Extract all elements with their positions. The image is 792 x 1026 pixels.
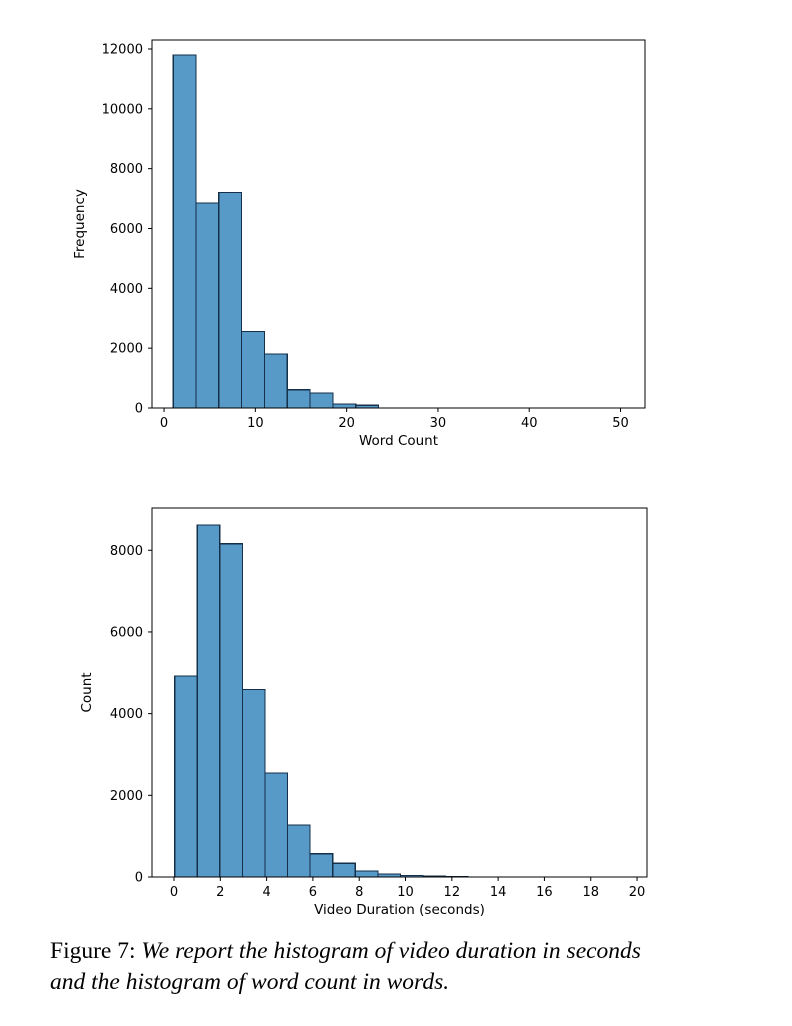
x-tick-label: 10 <box>397 885 414 900</box>
x-tick-label: 10 <box>247 416 264 431</box>
histogram-bar <box>332 403 357 409</box>
y-axis-label: Count <box>79 672 95 712</box>
y-tick-label: 0 <box>135 402 143 417</box>
y-tick-label: 6000 <box>110 625 143 640</box>
x-tick-label: 2 <box>216 885 224 900</box>
caption-line-1: Figure 7: We report the histogram of vid… <box>50 936 765 967</box>
x-tick-label: 4 <box>262 885 270 900</box>
y-tick-label: 12000 <box>102 42 143 57</box>
x-tick-label: 12 <box>444 885 461 900</box>
x-tick-label: 0 <box>160 416 168 431</box>
histogram-bar <box>309 392 334 409</box>
histogram-bar <box>286 824 311 878</box>
video-duration-histogram: 0 2 4 6 8 10 12 14 16 18 20 0 2000 4000 6000 8000 Video … <box>79 507 648 918</box>
histogram-bar <box>332 862 356 878</box>
y-tick-label: 8000 <box>110 544 143 559</box>
x-tick-label: 6 <box>309 885 317 900</box>
y-tick-label: 4000 <box>110 707 143 722</box>
caption-figure-label: Figure 7: <box>50 938 136 964</box>
x-axis-label: Word Count <box>359 433 438 449</box>
x-tick-label: 0 <box>170 885 178 900</box>
histogram-bar <box>309 853 334 878</box>
plot-border <box>151 39 646 409</box>
histogram-bar <box>241 330 266 409</box>
x-tick-label: 16 <box>536 885 553 900</box>
word-count-histogram: 0 10 20 30 40 50 0 2000 4000 6000 8000 10000 12000 Wo… <box>72 39 646 449</box>
histogram-bar <box>354 870 379 878</box>
y-tick-label: 0 <box>135 871 143 886</box>
histogram-bar <box>241 688 266 878</box>
x-tick-label: 40 <box>521 416 538 431</box>
histogram-bar <box>286 389 311 409</box>
histogram-bar <box>196 524 221 878</box>
caption-text-line1: We report the histogram of video duratio… <box>141 938 641 964</box>
x-tick-label: 50 <box>612 416 629 431</box>
histogram-bar <box>218 191 243 409</box>
y-tick-label: 8000 <box>110 162 143 177</box>
x-tick-label: 20 <box>629 885 646 900</box>
histogram-bar <box>263 353 288 409</box>
x-tick-label: 20 <box>338 416 355 431</box>
figure-canvas: 0 10 20 30 40 50020004000600080001000012000Wo… <box>72 39 648 918</box>
y-tick-label: 2000 <box>110 342 143 357</box>
x-tick-label: 8 <box>355 885 363 900</box>
y-tick-label: 4000 <box>110 282 143 297</box>
histogram-bar <box>195 202 220 409</box>
x-axis-label: Video Duration (seconds) <box>314 902 485 918</box>
x-tick-label: 30 <box>430 416 447 431</box>
y-tick-label: 2000 <box>110 789 143 804</box>
caption-text-line2: and the histogram of word count in words… <box>50 969 450 995</box>
plot-border <box>151 507 648 878</box>
histogram-bar <box>219 543 244 878</box>
x-tick-label: 14 <box>490 885 507 900</box>
y-axis-label: Frequency <box>72 189 88 259</box>
x-tick-label: 18 <box>582 885 599 900</box>
histogram-bar <box>264 772 289 878</box>
histogram-bar <box>174 675 198 878</box>
y-tick-label: 10000 <box>102 102 143 117</box>
figure-caption: Figure 7: We report the histogram of vid… <box>50 936 765 998</box>
y-tick-label: 6000 <box>110 222 143 237</box>
histogram-bar <box>172 54 197 409</box>
